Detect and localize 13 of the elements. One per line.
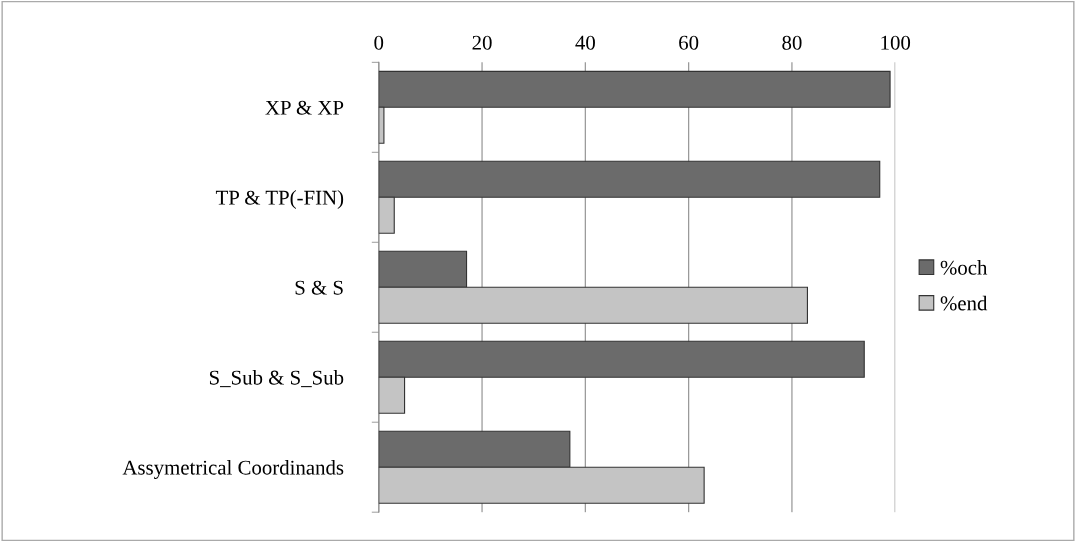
- x-tick-label: 80: [782, 35, 802, 50]
- y-tick-label: S & S: [295, 280, 343, 295]
- legend-label: %och: [940, 260, 988, 275]
- x-tick-label: 20: [472, 35, 492, 50]
- x-tick-label: 0: [374, 35, 384, 50]
- y-tick-label: S_Sub & S_Sub: [209, 370, 344, 388]
- y-tick-label: Assymetrical Coordinands: [122, 459, 344, 479]
- x-tick-label: 40: [575, 35, 595, 50]
- y-tick-label: XP & XP: [265, 100, 344, 115]
- x-tick-label: 60: [679, 35, 699, 50]
- legend-label: %end: [940, 295, 988, 311]
- y-tick-label: TP & TP(-FIN): [215, 190, 344, 209]
- x-tick-label: 100: [881, 35, 911, 50]
